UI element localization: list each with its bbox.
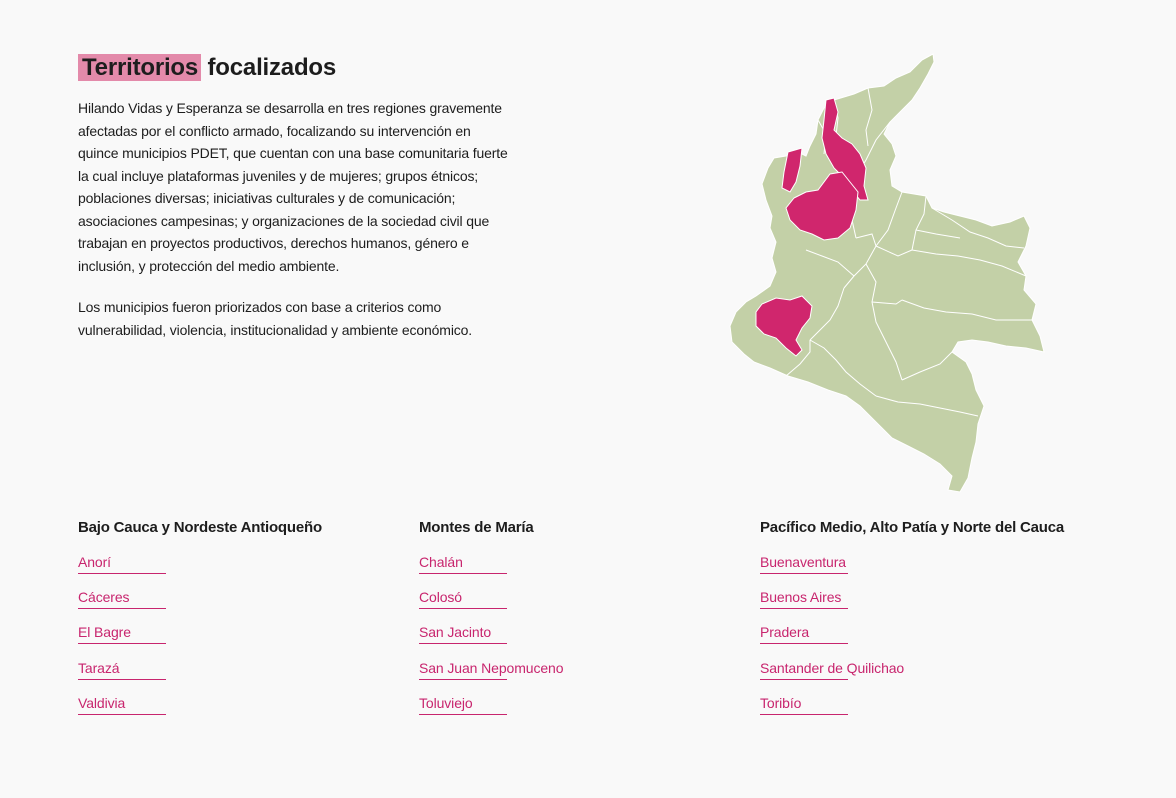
municipality-link-caceres[interactable]: Cáceres (78, 589, 130, 606)
link-underline (419, 643, 507, 645)
list-item: Colosó (419, 586, 563, 621)
region-heading: Montes de María (419, 519, 534, 536)
list-item: Toribío (760, 692, 1064, 727)
region-bajo-cauca (785, 171, 859, 241)
link-underline (760, 678, 848, 680)
intro-text: Hilando Vidas y Esperanza se desarrolla … (78, 97, 510, 360)
list-item: Chalán (419, 551, 563, 586)
list-item: Pradera (760, 621, 1064, 656)
title-highlight: Territorios (78, 54, 202, 81)
link-underline (760, 608, 848, 610)
list-item: San Jacinto (419, 621, 563, 656)
list-item: Cáceres (78, 586, 322, 621)
municipality-link-buenaventura[interactable]: Buenaventura (760, 554, 846, 570)
municipality-list: Anorí Cáceres El Bagre Tarazá Valdivia (78, 551, 322, 727)
list-item: El Bagre (78, 621, 322, 656)
list-item: Valdivia (78, 692, 322, 727)
municipality-link-chalan[interactable]: Chalán (419, 554, 463, 570)
region-west-strip (781, 147, 803, 193)
list-item: Santander de Quilichao (760, 657, 1064, 692)
list-item: Toluviejo (419, 692, 563, 727)
region-heading: Bajo Cauca y Nordeste Antioqueño (78, 519, 322, 536)
link-underline (78, 678, 166, 680)
municipality-list: Chalán Colosó San Jacinto San Juan Nepom… (419, 551, 564, 727)
municipality-link-pradera[interactable]: Pradera (760, 624, 810, 641)
link-underline (78, 608, 166, 610)
region-column-bajo-cauca: Bajo Cauca y Nordeste Antioqueño Anorí C… (78, 517, 322, 727)
list-item: Tarazá (78, 657, 322, 692)
municipality-link-san-jacinto[interactable]: San Jacinto (419, 624, 492, 641)
region-heading: Pacífico Medio, Alto Patía y Norte del C… (760, 519, 1065, 536)
municipality-link-san-juan-nepomuceno[interactable]: San Juan Nepomuceno (419, 659, 564, 676)
link-underline (78, 713, 166, 715)
intro-paragraph-1: Hilando Vidas y Esperanza se desarrolla … (78, 100, 508, 274)
municipality-link-anori[interactable]: Anorí (78, 554, 111, 570)
link-underline (419, 573, 507, 574)
municipality-link-toluviejo[interactable]: Toluviejo (419, 694, 473, 711)
intro-paragraph-2: Los municipios fueron priorizados con ba… (78, 299, 473, 338)
link-underline (78, 643, 166, 645)
link-underline (760, 573, 848, 574)
title-rest: focalizados (207, 54, 337, 81)
region-column-montes-de-maria: Montes de María Chalán Colosó San Jacint… (419, 517, 564, 727)
municipality-link-el-bagre[interactable]: El Bagre (78, 624, 131, 641)
municipality-list: Buenaventura Buenos Aires Pradera Santan… (760, 551, 1064, 727)
link-underline (419, 678, 507, 680)
link-underline (78, 573, 166, 574)
region-pacifico-medio (755, 295, 813, 357)
municipality-link-coloso[interactable]: Colosó (419, 589, 462, 606)
region-montes-de-maria (821, 97, 869, 201)
colombia-map (729, 53, 1045, 493)
list-item: Anorí (78, 551, 322, 586)
municipality-link-santander-de-quilichao[interactable]: Santander de Quilichao (760, 659, 905, 676)
list-item: San Juan Nepomuceno (419, 657, 564, 692)
municipality-link-valdivia[interactable]: Valdivia (78, 694, 126, 711)
municipality-link-taraza[interactable]: Tarazá (78, 659, 120, 676)
link-underline (760, 713, 848, 715)
highlighted-regions (755, 97, 869, 357)
municipality-link-toribio[interactable]: Toribío (760, 694, 802, 711)
colombia-outline (729, 53, 1045, 493)
link-underline (419, 608, 507, 610)
link-underline (760, 643, 848, 645)
region-column-pacifico-medio: Pacífico Medio, Alto Patía y Norte del C… (760, 517, 1064, 727)
municipality-link-buenos-aires[interactable]: Buenos Aires (760, 589, 842, 606)
list-item: Buenaventura (760, 551, 1064, 586)
link-underline (419, 713, 507, 715)
page-title: Territorios focalizados (78, 50, 336, 86)
list-item: Buenos Aires (760, 586, 1064, 621)
